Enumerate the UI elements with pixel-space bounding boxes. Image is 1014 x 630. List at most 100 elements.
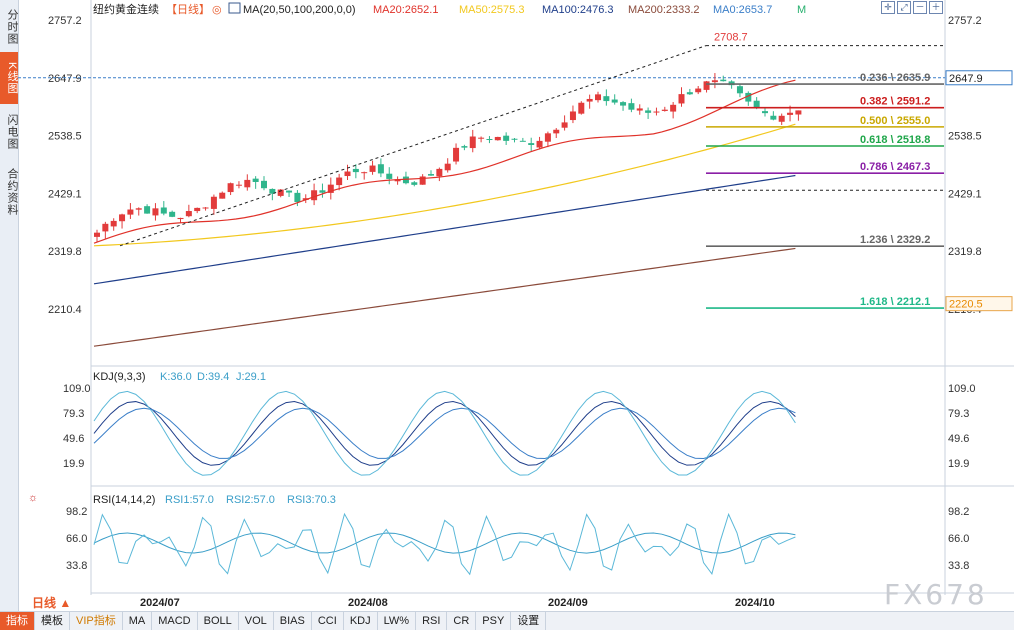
fib-level-label-5: 1.236 \ 2329.2 (860, 234, 930, 246)
low-price-box (945, 296, 1013, 312)
rsi-title: RSI(14,14,2) (93, 494, 155, 506)
candle-body (311, 190, 318, 201)
price-tick-left-4: 2319.8 (48, 246, 82, 258)
ma200-line (93, 247, 796, 347)
kdj-k: K:36.0 (160, 371, 192, 383)
ma50-line (93, 123, 796, 247)
indicator-tab-5[interactable]: BOLL (198, 612, 239, 630)
kdj-d-line (93, 407, 796, 460)
kdj-tick-right-3: 19.9 (948, 458, 969, 470)
indicator-tab-14[interactable]: 设置 (511, 612, 547, 630)
candle-body (553, 129, 560, 134)
minus-icon[interactable]: － (913, 1, 927, 14)
indicator-tab-11[interactable]: RSI (416, 612, 448, 630)
candle-body (269, 188, 276, 194)
candle-body (711, 80, 718, 83)
rsi-r2: RSI2:57.0 (226, 494, 275, 506)
ma-legend-1: MA50:2575.3 (459, 4, 524, 16)
ma-chart-icon (228, 2, 241, 14)
candle-body (703, 81, 710, 90)
kdj-tick-left-3: 19.9 (63, 458, 84, 470)
candle-body (261, 180, 267, 189)
candle-body (519, 140, 526, 142)
candle-body (336, 177, 343, 186)
candle-body (319, 190, 326, 193)
candle-body (202, 207, 209, 209)
candle-body (110, 220, 117, 227)
timeframe-selector[interactable]: 日线 ▲ (32, 596, 72, 610)
rsi-tick-left-0: 98.2 (66, 506, 87, 518)
indicator-tab-10[interactable]: LW% (378, 612, 417, 630)
candle-body (352, 168, 359, 173)
indicator-tab-2[interactable]: VIP指标 (70, 612, 123, 630)
indicator-tab-3[interactable]: MA (123, 612, 153, 630)
ma20-line (93, 79, 796, 244)
expand-icon[interactable]: ⤢ (897, 1, 911, 14)
plus-icon[interactable]: ＋ (929, 1, 943, 14)
crosshair-icon[interactable]: ✛ (881, 1, 895, 14)
price-tick-left-3: 2429.1 (48, 188, 82, 200)
candle-body (169, 211, 176, 217)
candle-body (469, 136, 476, 149)
candle-body (653, 111, 660, 113)
indicator-tab-0[interactable]: 指标 (0, 612, 35, 630)
candle-body (135, 208, 142, 210)
kdj-title: KDJ(9,3,3) (93, 371, 146, 383)
candle-body (419, 176, 426, 185)
rsi-tick-left-2: 33.8 (66, 560, 87, 572)
sidebar: 分时图 K线图闪电图合约资料 (0, 0, 19, 611)
indicator-tab-4[interactable]: MACD (152, 612, 198, 630)
indicator-tab-13[interactable]: PSY (476, 612, 512, 630)
candle-body (411, 182, 418, 185)
candle-body (494, 136, 501, 141)
candle-body (569, 111, 576, 121)
ma100-line (93, 174, 796, 285)
kdj-k-line (93, 400, 796, 466)
candle-body (686, 92, 693, 95)
candle-body (511, 138, 518, 140)
rsi-r3: RSI3:70.3 (287, 494, 336, 506)
indicator-tab-12[interactable]: CR (447, 612, 477, 630)
candle-body (787, 112, 794, 115)
candle-body (611, 99, 618, 103)
indicator-tab-6[interactable]: VOL (239, 612, 274, 630)
price-tick-left-2: 2538.5 (48, 131, 82, 143)
candle-body (235, 184, 242, 186)
sidebar-tab-3[interactable]: 合约资料 (6, 168, 18, 216)
kdj-tick-right-2: 49.6 (948, 433, 969, 445)
candle-body (377, 164, 384, 174)
candle-body (603, 96, 610, 102)
kdj-j: J:29.1 (236, 371, 266, 383)
sidebar-tab-0[interactable]: 分时图 (6, 9, 18, 45)
indicator-tab-1[interactable]: 模板 (35, 612, 70, 630)
price-tick-right-2: 2538.5 (948, 131, 982, 143)
candle-body (227, 183, 234, 193)
chart-area[interactable]: 纽约黄金连续 【日线】 ◎ MA(20,50,100,200,0,0) MA20:265… (0, 0, 1014, 611)
price-tick-right-3: 2429.1 (948, 188, 982, 200)
date-label-3: 2024/10 (735, 597, 775, 609)
fib-trendline (119, 45, 707, 247)
candle-body (628, 103, 635, 110)
sidebar-tab-2[interactable]: 闪电图 (6, 114, 18, 150)
candle-body (528, 143, 535, 145)
fib-high-label: 2708.7 (714, 32, 748, 44)
sidebar-tab-1[interactable]: K线图 (0, 52, 18, 104)
candle-body (177, 217, 184, 220)
indicator-tab-7[interactable]: BIAS (274, 612, 312, 630)
rsi-r1: RSI1:57.0 (165, 494, 214, 506)
indicator-tab-8[interactable]: CCI (312, 612, 344, 630)
candle-body (561, 122, 568, 128)
rsi-settings-icon: ☼ (28, 492, 38, 504)
kdj-tick-left-1: 79.3 (63, 408, 84, 420)
candle-body (578, 102, 585, 114)
indicator-tab-9[interactable]: KDJ (344, 612, 378, 630)
rsi-tick-left-1: 66.0 (66, 533, 87, 545)
candle-body (503, 135, 510, 141)
candle-body (620, 102, 627, 106)
candle-body (369, 165, 376, 172)
instrument-title: 纽约黄金连续 (93, 2, 159, 16)
fib-level-label-0: 0.236 \ 2635.9 (860, 72, 930, 84)
price-tick-left-5: 2210.4 (48, 304, 82, 316)
candle-body (160, 207, 167, 214)
candle-body (695, 88, 702, 93)
